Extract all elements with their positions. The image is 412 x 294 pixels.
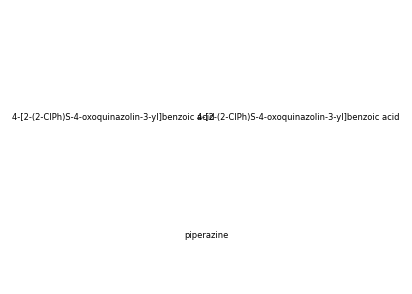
Text: piperazine: piperazine [184, 231, 228, 240]
Text: 4-[2-(2-ClPh)S-4-oxoquinazolin-3-yl]benzoic acid: 4-[2-(2-ClPh)S-4-oxoquinazolin-3-yl]benz… [12, 113, 215, 122]
Text: 4-[2-(2-ClPh)S-4-oxoquinazolin-3-yl]benzoic acid: 4-[2-(2-ClPh)S-4-oxoquinazolin-3-yl]benz… [197, 113, 400, 122]
